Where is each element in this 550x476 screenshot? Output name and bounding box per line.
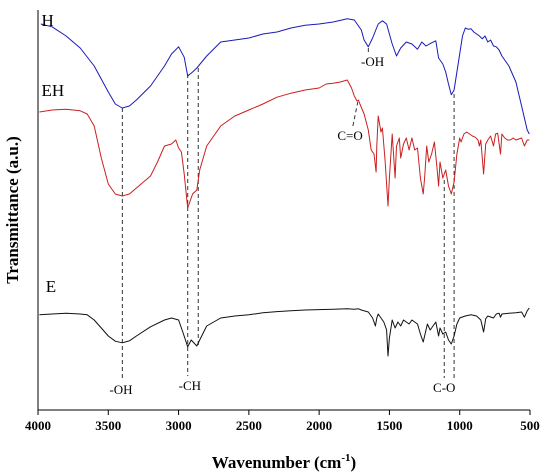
annotation-label-5: C-O bbox=[433, 380, 455, 395]
annotation-label-4: C=O bbox=[337, 128, 362, 143]
series-line-e bbox=[39, 307, 530, 357]
annotation-label-1: -CH bbox=[179, 378, 201, 393]
annotations: -OH -CH -OH C=O C-O bbox=[109, 48, 455, 397]
series-label-eh: EH bbox=[42, 81, 65, 100]
annotation-line-4 bbox=[352, 101, 359, 127]
y-axis-label: Transmittance (a.u.) bbox=[3, 136, 22, 283]
x-tick-label-3000: 3000 bbox=[166, 418, 192, 433]
series-line-eh bbox=[39, 79, 530, 209]
series-label-h: H bbox=[42, 11, 54, 30]
series-labels: H EH E bbox=[42, 11, 65, 296]
x-tick-label-4000: 4000 bbox=[25, 418, 51, 433]
x-tick-label-3500: 3500 bbox=[95, 418, 121, 433]
annotation-label-3: -OH bbox=[361, 54, 384, 69]
axes bbox=[37, 10, 530, 411]
x-axis-label-superscript: -1 bbox=[341, 452, 350, 464]
series-group bbox=[39, 18, 530, 357]
x-tick-label-1500: 1500 bbox=[376, 418, 402, 433]
series-label-e: E bbox=[46, 277, 56, 296]
x-tick-label-1000: 1000 bbox=[447, 418, 473, 433]
series-line-h bbox=[40, 18, 530, 135]
x-ticks: 4000 3500 3000 2500 2000 1500 1000 500 bbox=[25, 410, 540, 433]
x-axis-label-close: ) bbox=[351, 453, 357, 472]
x-tick-label-2000: 2000 bbox=[306, 418, 332, 433]
x-tick-label-2500: 2500 bbox=[236, 418, 262, 433]
annotation-label-0: -OH bbox=[109, 382, 132, 397]
x-tick-label-500: 500 bbox=[520, 418, 540, 433]
x-axis-label: Wavenumber (cm-1) bbox=[212, 452, 356, 472]
